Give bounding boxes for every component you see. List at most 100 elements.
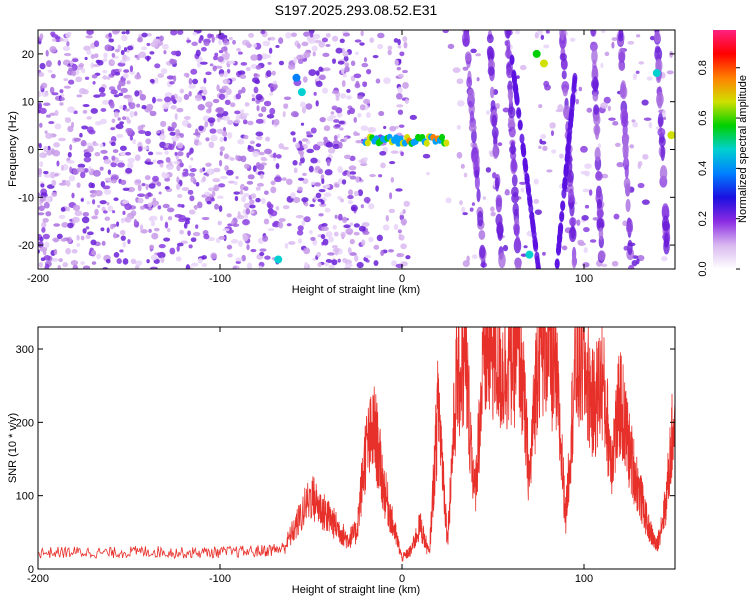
spectrogram-streak	[555, 245, 561, 256]
spectrogram-cell	[589, 239, 597, 243]
spectrogram-cell	[636, 34, 641, 38]
spectrogram-streak	[595, 171, 603, 181]
spectrogram-cell	[282, 146, 289, 150]
spectrogram-cell	[623, 245, 629, 251]
spectrogram-cell	[296, 54, 304, 61]
spectrogram-cell	[254, 79, 261, 85]
spectrogram-cell	[65, 32, 72, 38]
spectrogram-cell	[375, 78, 381, 84]
spectrogram-cell	[227, 119, 234, 125]
spectrogram-cell	[89, 193, 96, 198]
spectrogram-cell	[71, 248, 78, 254]
spectrogram-streak	[624, 182, 631, 197]
spectrogram-cell	[232, 266, 236, 269]
spectrogram-cell	[632, 121, 639, 128]
spectrogram-cell	[252, 165, 257, 173]
spectrogram-cell	[234, 110, 241, 115]
spectrogram-cell	[176, 245, 180, 252]
spectrogram-cell	[316, 141, 325, 147]
spectrogram-cell	[104, 216, 111, 221]
spectrogram-cell	[158, 191, 162, 195]
spectrogram-cell	[545, 30, 550, 34]
spectrogram-streak	[468, 123, 477, 132]
bottom-x-tick-label: -100	[209, 573, 231, 585]
spectrogram-cell	[43, 173, 52, 178]
spectrogram-cell	[353, 231, 360, 236]
spectrogram-cell	[357, 112, 362, 118]
spectrogram-cell	[54, 250, 58, 255]
spectrogram-cell	[145, 138, 152, 145]
spectrogram-cell	[259, 248, 267, 252]
top-y-tick-label: 0	[28, 145, 34, 157]
spectrogram-cell	[85, 142, 94, 147]
spectrogram-cell	[471, 202, 475, 206]
spectrogram-cell	[349, 107, 356, 115]
spectrogram-streak	[511, 174, 518, 187]
spectrogram-cell	[360, 30, 364, 37]
spectrogram-cell	[222, 228, 230, 232]
spectrogram-cell	[490, 211, 496, 217]
spectrogram-streak	[569, 217, 577, 227]
spectrogram-peak	[297, 88, 306, 97]
spectrogram-cell	[629, 144, 635, 149]
spectrogram-cell	[395, 188, 403, 192]
spectrogram-cell	[183, 222, 188, 229]
spectrogram-cell	[84, 76, 90, 81]
spectrogram-cell	[332, 58, 337, 64]
spectrogram-cell	[635, 70, 640, 74]
spectrogram-cell	[312, 33, 321, 40]
spectrogram-cell	[543, 80, 550, 88]
spectrogram-cell	[383, 77, 391, 84]
spectrogram-cell	[344, 154, 352, 160]
spectrogram-cell	[466, 255, 470, 263]
spectrogram-cell	[139, 94, 147, 101]
spectrogram-cell	[170, 105, 177, 110]
spectrogram-cell	[49, 86, 55, 94]
spectrogram-cell	[95, 59, 101, 64]
spectrogram-cell	[278, 60, 285, 66]
spectrogram-cell	[177, 194, 183, 198]
spectrogram-cell	[325, 141, 334, 148]
spectrogram-cell	[326, 159, 331, 167]
spectrogram-cell	[380, 162, 386, 169]
spectrogram-cell	[471, 254, 478, 260]
spectrogram-cell	[192, 32, 198, 36]
spectrogram-cell	[86, 116, 92, 120]
spectrogram-cell	[286, 178, 293, 185]
spectrogram-cell	[320, 234, 326, 240]
spectrogram-cell	[67, 125, 74, 133]
spectrogram-cell	[195, 224, 199, 229]
spectrogram-cell	[396, 253, 402, 258]
spectrogram-cell	[88, 166, 92, 173]
spectrogram-cell	[40, 82, 48, 89]
spectrogram-cell	[255, 65, 262, 70]
spectrogram-cell	[93, 53, 99, 59]
spectrogram-cell	[292, 137, 297, 143]
spectrogram-cell	[133, 218, 138, 226]
spectrogram-cell	[253, 73, 258, 77]
spectrogram-streak	[562, 105, 571, 119]
spectrogram-cell	[51, 38, 57, 42]
spectrogram-cell	[162, 43, 169, 50]
spectrogram-cell	[143, 146, 150, 150]
spectrogram-streak	[557, 233, 563, 244]
spectrogram-cell	[339, 38, 345, 44]
spectrogram-cell	[80, 198, 84, 202]
spectrogram-cell	[344, 66, 350, 73]
spectrogram-cell	[217, 107, 225, 114]
top-y-tick-label: 20	[22, 49, 34, 61]
spectrogram-cell	[362, 230, 370, 235]
spectrogram-cell	[302, 172, 307, 177]
spectrogram-cell	[67, 79, 75, 85]
spectrogram-cell	[122, 187, 130, 191]
spectrogram-streak	[498, 269, 505, 280]
spectrogram-cell	[353, 223, 360, 228]
spectrogram-cell	[38, 72, 45, 77]
spectrogram-cell	[189, 195, 195, 202]
spectrogram-cell	[232, 39, 236, 45]
spectrogram-streak	[590, 30, 597, 37]
spectrogram-cell	[110, 141, 116, 147]
spectrogram-cell	[190, 237, 197, 243]
spectrogram-cell	[297, 177, 305, 181]
